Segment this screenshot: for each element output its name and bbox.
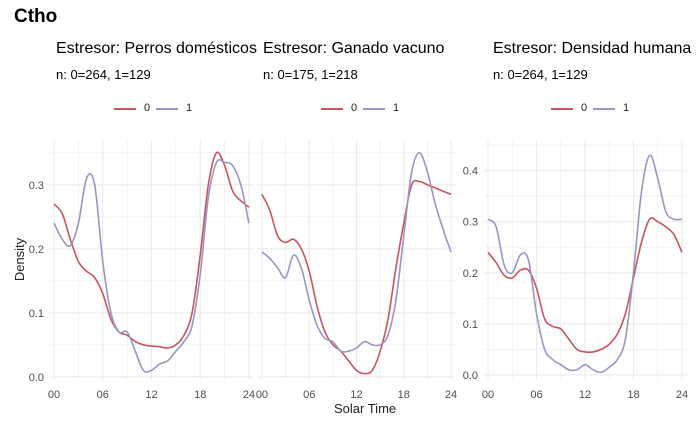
legend-swatch-1	[593, 108, 615, 110]
y-tick-label: 0.1	[29, 308, 44, 320]
x-tick-label: 12	[350, 389, 362, 401]
series-line-1	[261, 151, 452, 353]
legend-label-1: 1	[186, 102, 193, 114]
legend-label-0: 0	[581, 102, 588, 114]
x-tick-label: 06	[303, 389, 315, 401]
figure-title: Ctho	[14, 6, 58, 27]
x-tick-label: 12	[579, 389, 591, 401]
panel-title-densidad: Estresor: Densidad humana	[493, 40, 692, 57]
panel-title-perros: Estresor: Perros domésticos	[56, 40, 257, 57]
x-tick-label: 00	[48, 389, 60, 401]
y-tick-label: 0.1	[463, 319, 478, 331]
panel-title-ganado: Estresor: Ganado vacuno	[263, 40, 445, 57]
x-axis-label: Solar Time	[334, 401, 397, 416]
legend-swatch-0	[551, 108, 573, 110]
y-axis-label: Density	[12, 237, 28, 282]
y-tick-label: 0.3	[29, 180, 44, 192]
legend-label-1: 1	[393, 102, 400, 114]
panel-subtitle-perros: n: 0=264, 1=129	[56, 67, 151, 82]
x-tick-label: 24	[676, 389, 688, 401]
legend-label-1: 1	[623, 102, 630, 114]
x-tick-label: 06	[530, 389, 542, 401]
series-line-1	[53, 158, 250, 373]
x-tick-label: 00	[482, 389, 494, 401]
x-tick-label: 24	[445, 389, 457, 401]
x-tick-label: 18	[194, 389, 206, 401]
series-line-0	[53, 151, 250, 349]
x-tick-label: 06	[97, 389, 109, 401]
x-tick-label: 12	[145, 389, 157, 401]
legend-swatch-0	[321, 108, 343, 110]
y-tick-label: 0.0	[29, 372, 44, 384]
y-tick-label: 0.2	[463, 268, 478, 280]
panel-subtitle-densidad: n: 0=264, 1=129	[493, 67, 588, 82]
x-tick-label: 24	[243, 389, 255, 401]
x-tick-label: 18	[627, 389, 639, 401]
legend-swatch-1	[363, 108, 385, 110]
y-tick-label: 0.0	[463, 370, 478, 382]
legend-swatch-0	[114, 108, 136, 110]
panel-subtitle-ganado: n: 0=175, 1=218	[263, 67, 358, 82]
legend-label-0: 0	[351, 102, 358, 114]
series-line-0	[261, 179, 452, 375]
y-tick-label: 0.3	[463, 217, 478, 229]
y-tick-label: 0.4	[463, 166, 478, 178]
x-tick-label: 18	[398, 389, 410, 401]
legend-swatch-1	[156, 108, 178, 110]
x-tick-label: 00	[256, 389, 268, 401]
legend-label-0: 0	[144, 102, 151, 114]
y-tick-label: 0.2	[29, 244, 44, 256]
series-line-1	[487, 154, 683, 374]
series-line-0	[487, 217, 683, 354]
